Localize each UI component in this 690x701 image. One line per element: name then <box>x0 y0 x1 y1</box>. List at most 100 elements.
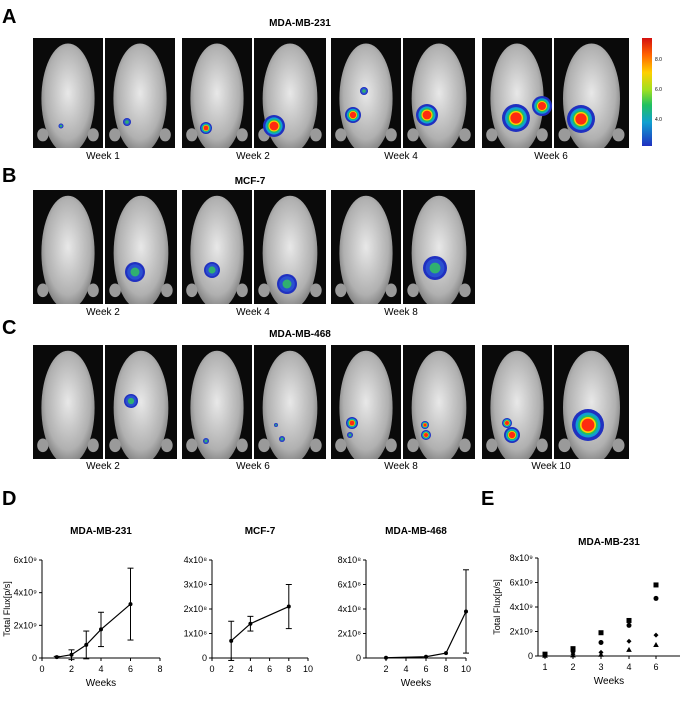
chart-d-mcf-7: MCF-7 0 1x10⁸ 2x10⁸ 3x10⁸ 4x10⁸ 0 2 4 6 8 10 <box>184 526 313 674</box>
series-line <box>230 606 290 642</box>
y-tick-label: 1x10⁸ <box>184 629 208 639</box>
y-tick-label: 3x10⁸ <box>184 580 208 590</box>
x-tick-label: 0 <box>39 664 44 674</box>
panel-b-week-label: Week 2 <box>86 307 120 318</box>
panel-a-week-label: Week 6 <box>534 151 568 162</box>
y-tick-label: 6x10⁹ <box>14 555 38 565</box>
data-point <box>286 604 291 609</box>
data-point <box>54 655 59 660</box>
data-point-diamond <box>626 638 632 644</box>
data-point-circle <box>598 640 604 646</box>
data-point-triangle <box>626 646 632 652</box>
y-tick-label: 2x10⁸ <box>184 604 208 614</box>
data-point <box>99 627 103 632</box>
chart-title: MDA-MB-231 <box>70 526 132 537</box>
x-tick-label: 2 <box>383 664 388 674</box>
chart-e-mda-mb-231: MDA-MB-231 0 2x10⁹ 4x10⁹ 6x10⁹ 8x10⁹ 1 2 3 4 6 Week… <box>492 537 680 687</box>
mouse-image <box>182 38 252 148</box>
y-tick-label: 0 <box>32 653 37 663</box>
x-tick-label: 6 <box>128 664 133 674</box>
chart-d-mda-mb-468: MDA-MB-468 0 2x10⁸ 4x10⁸ 6x10⁸ 8x10⁸ 2 4 6 8 10 Wee… <box>338 526 471 689</box>
panel-c-week-label: Week 2 <box>86 461 120 472</box>
panel-letter-d: D <box>2 488 17 510</box>
x-tick-label: 10 <box>303 664 313 674</box>
y-tick-label: 4x10⁹ <box>14 588 38 598</box>
panel-a-week-label: Week 2 <box>236 151 270 162</box>
data-point <box>444 651 448 656</box>
data-point <box>84 642 89 647</box>
y-tick-label: 2x10⁹ <box>14 620 38 630</box>
y-tick-label: 0 <box>356 653 361 663</box>
panel-c-week-label: Week 8 <box>384 461 418 472</box>
chart-title: MDA-MB-468 <box>385 526 447 537</box>
mouse-image <box>254 38 326 148</box>
x-tick-label: 0 <box>209 664 214 674</box>
data-point-triangle <box>570 652 576 658</box>
x-tick-label: 8 <box>443 664 448 674</box>
x-axis-label: Weeks <box>594 676 624 687</box>
mouse-image <box>482 345 552 459</box>
y-tick-label: 6x10⁸ <box>338 580 362 590</box>
mouse-image <box>403 38 475 148</box>
x-tick-label: 4 <box>403 664 408 674</box>
data-point-square <box>653 582 659 588</box>
x-tick-label: 4 <box>98 664 103 674</box>
mouse-image <box>403 190 475 304</box>
panel-letter-a: A <box>2 6 17 28</box>
panel-c-week-label: Week 6 <box>236 461 270 472</box>
x-tick-label: 3 <box>598 662 603 672</box>
data-point <box>69 652 74 657</box>
panel-c-title: MDA-MB-468 <box>269 329 331 340</box>
panel-letter-b: B <box>2 165 17 187</box>
y-axis-label: Total Flux[p/s] <box>492 579 502 635</box>
mouse-image <box>254 345 326 459</box>
x-tick-label: 4 <box>626 662 631 672</box>
data-point-square <box>598 630 604 636</box>
mouse-image <box>182 345 252 459</box>
panel-a-week-label: Week 4 <box>384 151 418 162</box>
y-tick-label: 6x10⁹ <box>510 578 534 588</box>
data-point-diamond <box>653 632 659 638</box>
y-tick-label: 4x10⁸ <box>184 555 208 565</box>
y-tick-label: 2x10⁹ <box>510 627 534 637</box>
data-point-circle <box>653 595 659 601</box>
x-tick-label: 6 <box>423 664 428 674</box>
radiance-color-scale <box>642 38 652 146</box>
mouse-image <box>33 190 103 304</box>
mouse-image <box>554 38 629 148</box>
data-point <box>464 609 468 614</box>
mouse-image <box>182 190 252 304</box>
x-tick-label: 2 <box>570 662 575 672</box>
y-tick-label: 4x10⁹ <box>510 602 534 612</box>
series-line <box>56 603 131 658</box>
mouse-image <box>105 345 177 459</box>
panel-letter-c: C <box>2 317 17 339</box>
x-tick-label: 8 <box>286 664 291 674</box>
mouse-image <box>482 38 552 148</box>
chart-title: MDA-MB-231 <box>578 537 640 548</box>
y-tick-label: 2x10⁸ <box>338 629 362 639</box>
scale-tick-label: 8.0 <box>655 57 662 63</box>
mouse-image <box>33 345 103 459</box>
panel-b-week-label: Week 8 <box>384 307 418 318</box>
mouse-image <box>105 190 177 304</box>
panel-b-title: MCF-7 <box>234 176 266 187</box>
data-point <box>384 655 388 660</box>
chart-title: MCF-7 <box>245 526 276 537</box>
data-point-triangle <box>653 641 659 647</box>
x-tick-label: 6 <box>267 664 272 674</box>
x-tick-label: 8 <box>157 664 162 674</box>
mouse-image <box>331 38 401 148</box>
y-axis-label: Total Flux[p/s] <box>2 581 12 637</box>
mouse-image <box>254 190 326 304</box>
panel-letter-e: E <box>481 488 495 510</box>
x-tick-label: 1 <box>542 662 547 672</box>
data-point-circle <box>626 622 632 628</box>
x-tick-label: 2 <box>229 664 234 674</box>
data-point <box>229 638 234 643</box>
x-tick-label: 4 <box>248 664 253 674</box>
x-axis-label: Weeks <box>86 678 116 689</box>
panel-a-week-label: Week 1 <box>86 151 120 162</box>
mouse-image <box>554 345 629 459</box>
data-point-square <box>626 617 632 623</box>
